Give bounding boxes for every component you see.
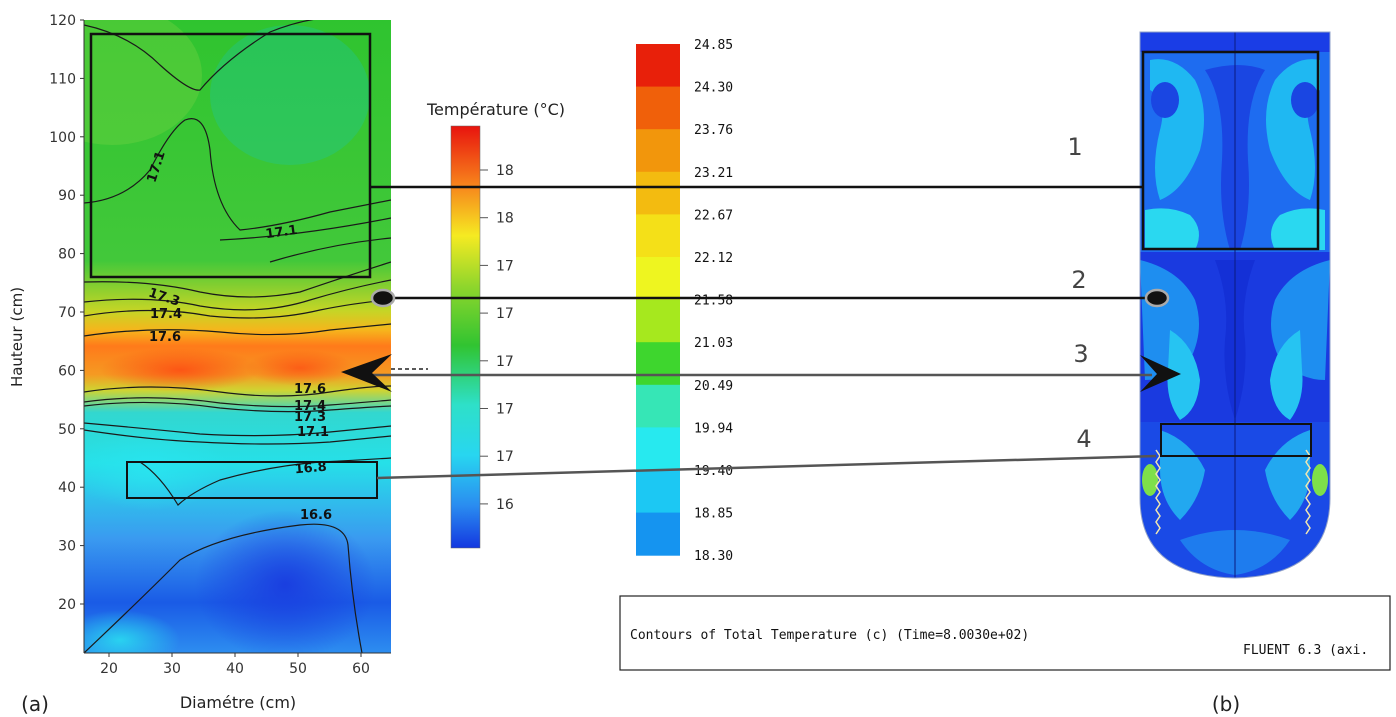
colorbar-b-swatch <box>636 129 680 173</box>
contour-label: 17.6 <box>149 330 181 345</box>
colorbar-a-tick-label: 17 <box>496 449 514 465</box>
x-tick-label: 20 <box>100 661 118 677</box>
fluent-caption-box: Contours of Total Temperature (c) (Time=… <box>619 595 1391 671</box>
colorbar-b-label: 23.76 <box>694 123 733 138</box>
x-tick-label: 60 <box>352 661 370 677</box>
colorbar-b-swatch <box>636 257 680 301</box>
colorbar-b-label: 18.30 <box>694 549 733 564</box>
colorbar-a-tick-label: 18 <box>496 163 514 179</box>
fluent-caption: Contours of Total Temperature (c) (Time=… <box>630 628 1029 643</box>
colorbar-a-tick-label: 17 <box>496 354 514 370</box>
x-tick-label: 40 <box>226 661 244 677</box>
colorbar-a-gradient <box>450 125 481 549</box>
colorbar-b-label: 22.67 <box>694 208 733 223</box>
colorbar-b-label: 24.30 <box>694 81 733 96</box>
panel-a-label: (a) <box>21 692 49 716</box>
contour-label: 16.6 <box>300 508 332 523</box>
colorbar-b-label: 24.85 <box>694 38 733 53</box>
y-tick-label: 100 <box>49 130 76 146</box>
zone-1-box-b <box>1141 50 1320 251</box>
colorbar-a-tick-label: 17 <box>496 402 514 418</box>
colorbar-a-title: Température (°C) <box>426 100 565 119</box>
x-tick-label: 30 <box>163 661 181 677</box>
fluent-solver-label: FLUENT 6.3 (axi. <box>1243 643 1368 658</box>
y-tick-label: 30 <box>58 539 76 555</box>
colorbar-b-label: 21.58 <box>694 294 733 309</box>
connector-label-4: 4 <box>1076 425 1091 453</box>
panel-a: 17.1 17.1 17.3 17.4 17.6 17.6 17.4 17.3 … <box>8 13 428 716</box>
y-tick-label: 90 <box>58 188 76 204</box>
colorbar-a-tick-label: 16 <box>496 497 514 513</box>
colorbar-b-label: 20.49 <box>694 379 733 394</box>
colorbar-b-label: 22.12 <box>694 251 733 266</box>
zone-4-box <box>126 461 378 499</box>
colorbar-b-label: 18.85 <box>694 507 733 522</box>
contour-label: 17.3 <box>294 410 326 425</box>
y-tick-label: 80 <box>58 247 76 263</box>
contour-label: 17.4 <box>150 307 182 322</box>
zone-4-box-b <box>1160 423 1312 457</box>
zone-1-box <box>89 32 372 279</box>
colorbar-b-label: 19.94 <box>694 421 733 436</box>
colorbar-b-swatch <box>636 171 680 215</box>
y-tick-label: 20 <box>58 597 76 613</box>
contour-label: 17.6 <box>294 382 326 397</box>
connector-label-1: 1 <box>1067 133 1082 161</box>
colorbar-b: 24.85 24.30 23.76 23.21 22.67 22.12 21.58 21.03… <box>636 38 733 564</box>
fluent-contour-map <box>1140 32 1330 578</box>
colorbar-b-label: 21.03 <box>694 336 733 351</box>
colorbar-b-swatch <box>636 427 680 471</box>
colorbar-a-tick-label: 18 <box>496 211 514 227</box>
y-tick-label: 40 <box>58 480 76 496</box>
y-tick-label: 110 <box>49 71 76 87</box>
arrow-left-head <box>341 354 392 392</box>
colorbar-a: Température (°C) 18 18 17 17 17 17 17 16 <box>426 100 565 549</box>
x-axis: 20 30 40 50 60 Diamétre (cm) <box>84 652 391 712</box>
colorbar-b-swatch <box>636 470 680 514</box>
colorbar-b-swatch <box>636 214 680 258</box>
marker-point-a <box>370 288 396 308</box>
x-tick-label: 50 <box>289 661 307 677</box>
contour-label: 17.1 <box>297 425 329 440</box>
contour-label: 17.4 <box>294 399 326 414</box>
contour-label: 16.8 <box>294 460 327 478</box>
connectors: 1 2 3 4 <box>341 133 1181 480</box>
colorbar-b-swatch <box>636 86 680 130</box>
marker-point-b <box>1144 288 1170 308</box>
colorbar-b-swatch <box>636 44 680 88</box>
panel-b: (b) <box>1139 31 1331 716</box>
y-axis: 120 110 100 90 80 70 60 50 40 30 20 Hauteur (cm) <box>8 13 85 653</box>
colorbar-b-swatch <box>636 342 680 386</box>
connector-label-3: 3 <box>1073 340 1088 368</box>
arrow-right-head <box>1140 355 1181 392</box>
contour-label: 17.1 <box>265 223 299 242</box>
y-tick-label: 50 <box>58 422 76 438</box>
colorbar-b-swatch <box>636 512 680 556</box>
contour-labels: 17.1 17.1 17.3 17.4 17.6 17.6 17.4 17.3 … <box>145 149 332 523</box>
connector-label-2: 2 <box>1071 266 1086 294</box>
y-tick-label: 120 <box>49 13 76 29</box>
colorbar-a-tick-label: 17 <box>496 306 514 322</box>
colorbar-b-label: 19.40 <box>694 464 733 479</box>
connector-4 <box>376 454 1157 480</box>
x-axis-label: Diamétre (cm) <box>180 693 296 712</box>
y-tick-label: 60 <box>58 363 76 379</box>
y-tick-label: 70 <box>58 305 76 321</box>
y-axis-label: Hauteur (cm) <box>8 287 26 387</box>
colorbar-b-swatch <box>636 384 680 428</box>
colorbar-a-tick-label: 17 <box>496 258 514 274</box>
panel-b-label: (b) <box>1212 692 1240 716</box>
colorbar-b-swatch <box>636 299 680 343</box>
colorbar-b-label: 23.21 <box>694 166 733 181</box>
